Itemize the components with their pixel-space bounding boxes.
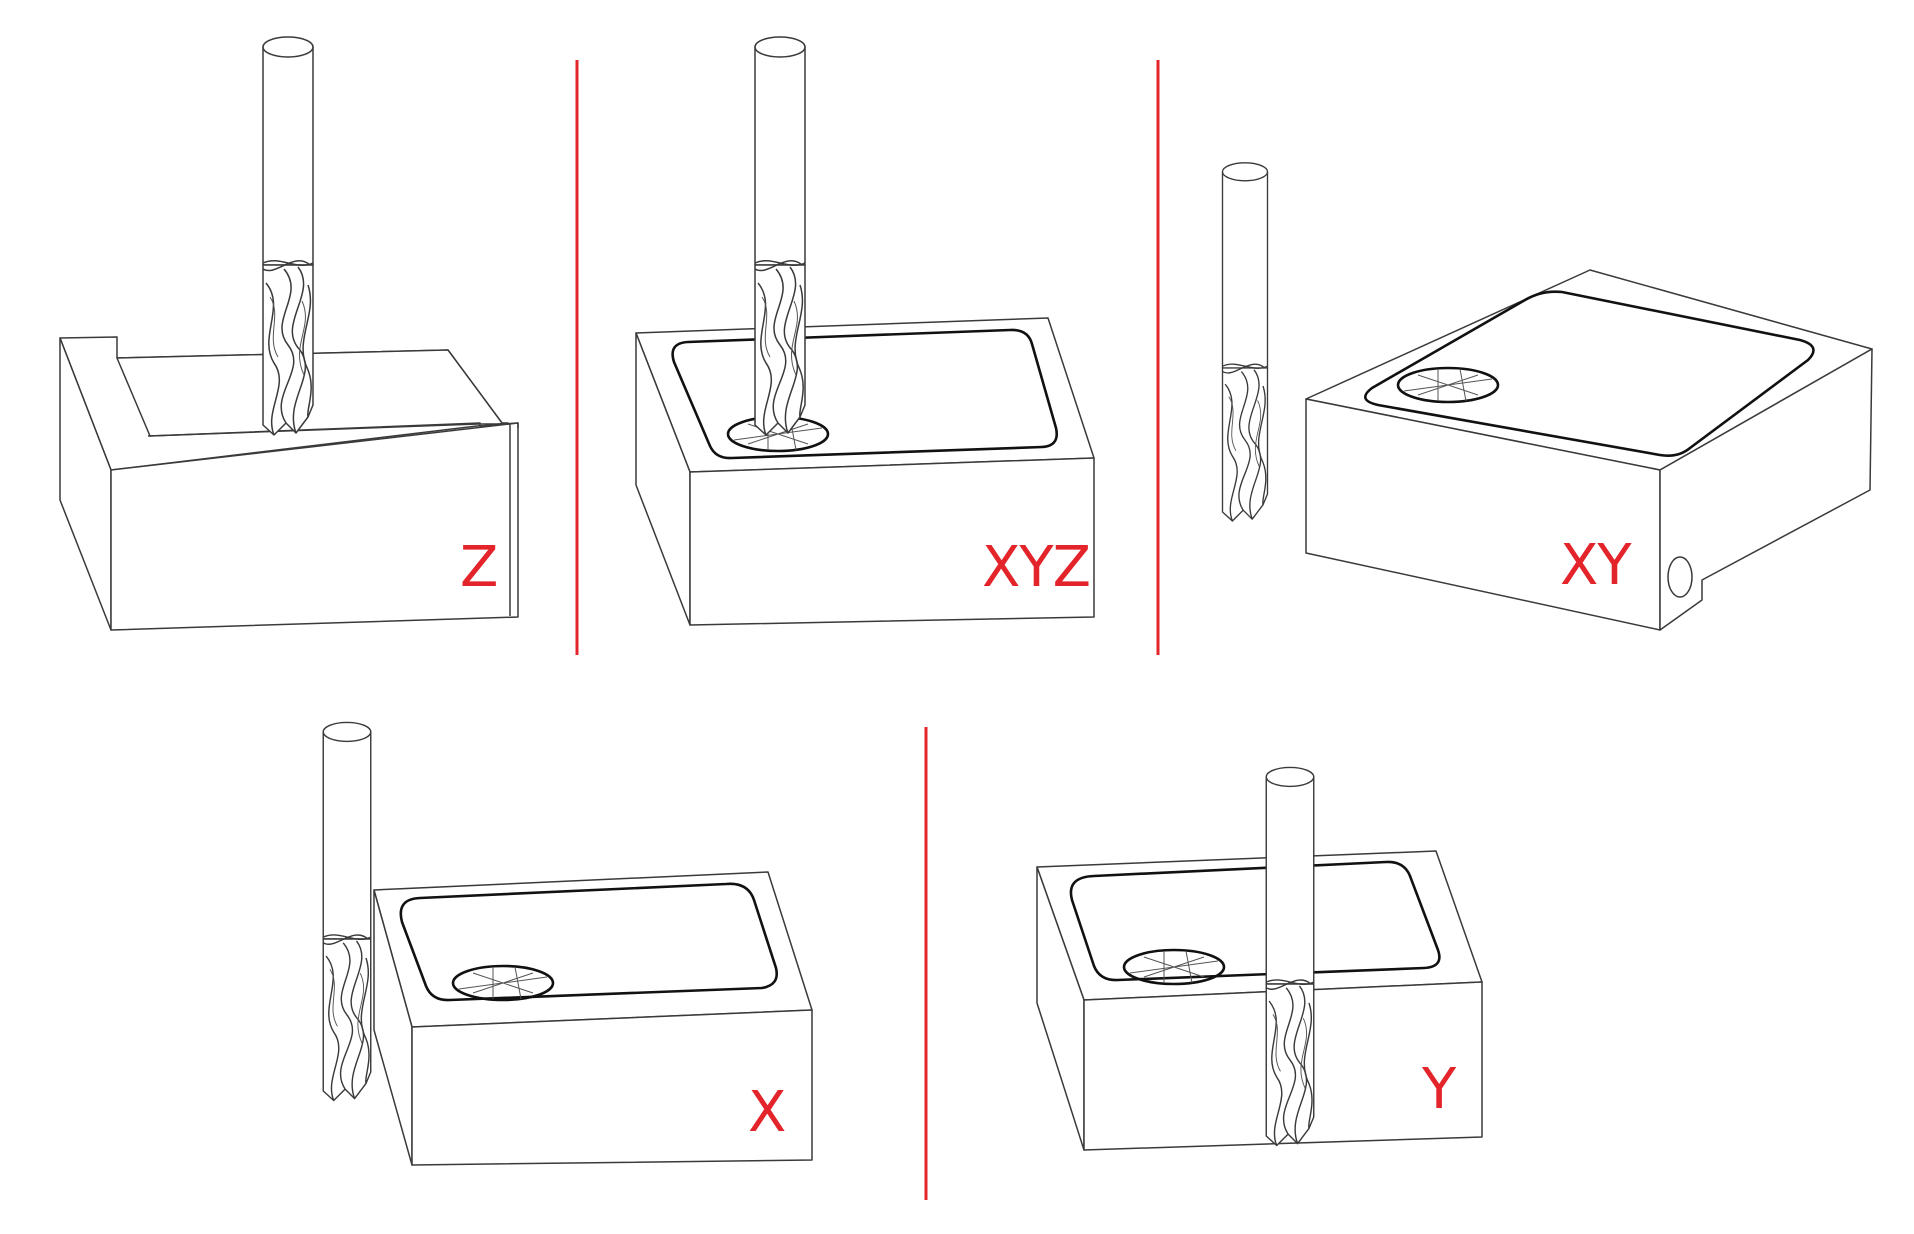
side-bore bbox=[1667, 556, 1693, 598]
axis-label-xy: XY bbox=[1560, 533, 1632, 598]
block-front-face bbox=[411, 1009, 813, 1166]
pocket-outline bbox=[671, 328, 1058, 460]
pocket-block bbox=[1036, 850, 1483, 1151]
end-mill-icon bbox=[322, 721, 372, 1102]
panel-dividers bbox=[575, 60, 1160, 1200]
step-block bbox=[59, 336, 519, 631]
panel-y bbox=[1036, 766, 1483, 1151]
block-side-face bbox=[1659, 348, 1873, 631]
axis-label-z: Z bbox=[460, 535, 498, 600]
axis-label-xyz: XYZ bbox=[982, 535, 1091, 600]
pocket-outline bbox=[1364, 290, 1815, 457]
pocket-block bbox=[373, 871, 813, 1166]
end-mill-icon bbox=[754, 36, 806, 436]
end-mill-icon bbox=[1265, 766, 1315, 1147]
pocket-outline bbox=[1069, 860, 1441, 982]
panel-xyz bbox=[635, 36, 1095, 626]
panel-xy bbox=[1221, 162, 1873, 631]
axis-label-x: X bbox=[748, 1080, 786, 1145]
end-mill-icon bbox=[262, 36, 314, 436]
pocket-block bbox=[635, 317, 1095, 626]
end-mill-icon bbox=[1221, 162, 1269, 522]
block-front-face bbox=[689, 457, 1095, 626]
axis-label-y: Y bbox=[1422, 1057, 1456, 1122]
pocket-block-rotated bbox=[1305, 269, 1873, 631]
step-front-face bbox=[110, 422, 519, 631]
pocket-outline bbox=[399, 882, 778, 1002]
panel-x bbox=[322, 721, 813, 1166]
block-top-face bbox=[373, 871, 813, 1028]
panel-z bbox=[59, 36, 519, 631]
